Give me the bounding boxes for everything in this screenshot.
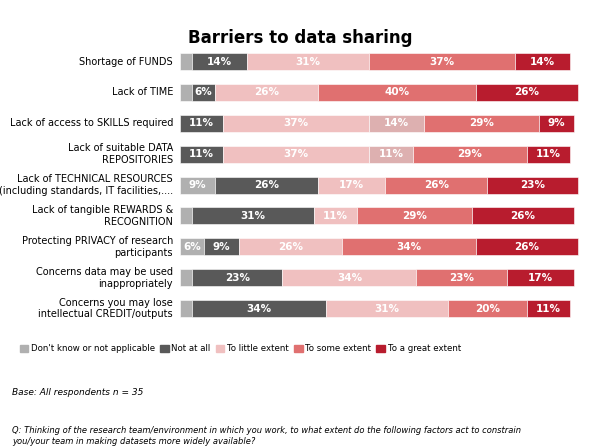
Text: 26%: 26%	[514, 242, 539, 252]
Text: 31%: 31%	[296, 57, 320, 66]
Text: 11%: 11%	[536, 149, 561, 159]
Text: 23%: 23%	[224, 273, 250, 283]
Text: 26%: 26%	[254, 87, 279, 98]
Bar	[223, 146, 369, 163]
Text: 17%: 17%	[339, 180, 364, 190]
Text: 11%: 11%	[379, 149, 403, 159]
Bar	[424, 115, 539, 132]
Bar	[318, 84, 476, 101]
Text: 37%: 37%	[284, 118, 309, 128]
Bar	[318, 177, 385, 194]
Bar	[223, 115, 369, 132]
Bar	[203, 238, 239, 255]
Bar	[180, 177, 215, 194]
Text: 40%: 40%	[384, 87, 409, 98]
Text: 26%: 26%	[278, 242, 303, 252]
Text: 26%: 26%	[254, 180, 279, 190]
Bar	[192, 84, 215, 101]
Text: 9%: 9%	[548, 118, 565, 128]
Bar	[358, 207, 472, 224]
Bar	[416, 269, 507, 286]
Bar	[527, 146, 570, 163]
Bar	[476, 238, 578, 255]
Text: 11%: 11%	[189, 118, 214, 128]
Text: 26%: 26%	[424, 180, 449, 190]
Text: 11%: 11%	[323, 211, 348, 221]
Bar	[180, 146, 223, 163]
Text: 14%: 14%	[384, 118, 409, 128]
Text: 29%: 29%	[402, 211, 427, 221]
Bar	[507, 269, 574, 286]
Text: 6%: 6%	[183, 242, 200, 252]
Text: 29%: 29%	[469, 118, 494, 128]
Text: 6%: 6%	[195, 87, 212, 98]
Text: 31%: 31%	[241, 211, 265, 221]
Bar	[413, 146, 527, 163]
Bar	[180, 238, 203, 255]
Text: 20%: 20%	[475, 304, 500, 314]
Text: 17%: 17%	[528, 273, 553, 283]
Text: 37%: 37%	[430, 57, 455, 66]
Bar	[448, 300, 527, 317]
Bar	[192, 53, 247, 70]
Text: 23%: 23%	[520, 180, 545, 190]
Bar	[247, 53, 369, 70]
Bar	[385, 177, 487, 194]
Bar	[180, 84, 192, 101]
Bar	[180, 207, 192, 224]
Bar	[180, 300, 192, 317]
Bar	[527, 300, 570, 317]
Bar	[192, 269, 283, 286]
Bar	[215, 84, 318, 101]
Bar	[472, 207, 574, 224]
Text: 26%: 26%	[514, 87, 539, 98]
Text: 11%: 11%	[189, 149, 214, 159]
Bar	[515, 53, 570, 70]
Text: 23%: 23%	[449, 273, 474, 283]
Bar	[180, 53, 192, 70]
Bar	[487, 177, 578, 194]
Bar	[539, 115, 574, 132]
Bar	[180, 115, 223, 132]
Text: 29%: 29%	[457, 149, 482, 159]
Text: 34%: 34%	[337, 273, 362, 283]
Text: 9%: 9%	[189, 180, 206, 190]
Text: 37%: 37%	[284, 149, 309, 159]
Bar	[215, 177, 318, 194]
Text: Barriers to data sharing: Barriers to data sharing	[188, 29, 412, 47]
Bar	[369, 115, 424, 132]
Legend: Don't know or not applicable, Not at all, To little extent, To some extent, To a: Don't know or not applicable, Not at all…	[16, 341, 464, 357]
Text: 9%: 9%	[212, 242, 230, 252]
Bar	[314, 207, 358, 224]
Text: 34%: 34%	[246, 304, 271, 314]
Bar	[476, 84, 578, 101]
Bar	[283, 269, 416, 286]
Text: 26%: 26%	[511, 211, 535, 221]
Text: 14%: 14%	[530, 57, 555, 66]
Text: 14%: 14%	[207, 57, 232, 66]
Bar	[192, 207, 314, 224]
Text: 31%: 31%	[374, 304, 400, 314]
Text: 34%: 34%	[396, 242, 421, 252]
Bar	[192, 300, 326, 317]
Bar	[239, 238, 341, 255]
Bar	[326, 300, 448, 317]
Bar	[180, 269, 192, 286]
Bar	[369, 53, 515, 70]
Text: 11%: 11%	[536, 304, 561, 314]
Text: Base: All respondents n = 35: Base: All respondents n = 35	[12, 388, 143, 396]
Text: Q: Thinking of the research team/environment in which you work, to what extent d: Q: Thinking of the research team/environ…	[12, 426, 521, 446]
Bar	[341, 238, 476, 255]
Bar	[369, 146, 413, 163]
